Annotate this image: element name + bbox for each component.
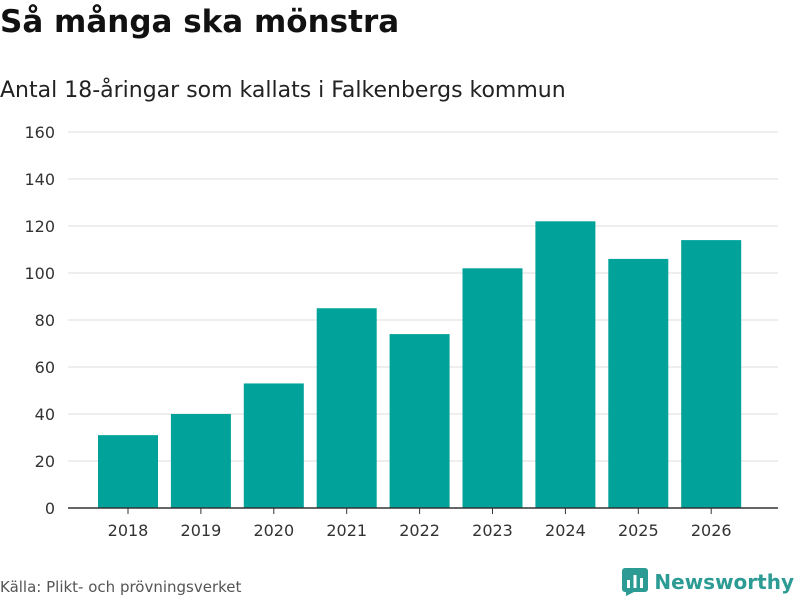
chart-title: Så många ska mönstra xyxy=(0,4,400,40)
x-tick-label: 2020 xyxy=(253,521,294,540)
y-tick-label: 20 xyxy=(35,452,55,471)
brand-logo[interactable]: Newsworthy xyxy=(622,568,794,596)
bar-2018 xyxy=(98,435,158,508)
x-tick-label: 2018 xyxy=(108,521,149,540)
y-tick-label: 60 xyxy=(35,358,55,377)
brand-name: Newsworthy xyxy=(654,570,794,594)
y-tick-label: 120 xyxy=(24,217,55,236)
y-tick-label: 160 xyxy=(24,123,55,142)
bar-2026 xyxy=(681,240,742,508)
bar-2019 xyxy=(170,414,231,508)
x-tick-label: 2024 xyxy=(545,521,586,540)
bar-2022 xyxy=(389,334,450,508)
x-tick-label: 2022 xyxy=(399,521,440,540)
bar-2024 xyxy=(535,221,596,509)
bar-2025 xyxy=(608,258,669,508)
y-axis-ticks: 0 20 40 60 80 100 120 140 160 xyxy=(24,123,55,518)
bars xyxy=(98,221,742,509)
y-tick-label: 100 xyxy=(24,264,55,283)
x-tick-label: 2026 xyxy=(691,521,732,540)
source-note: Källa: Plikt- och prövningsverket xyxy=(0,578,242,596)
bar-2023 xyxy=(462,268,523,508)
y-tick-label: 140 xyxy=(24,170,55,189)
y-tick-label: 80 xyxy=(35,311,55,330)
bar-chart-logo-icon xyxy=(622,568,649,596)
bar-2020 xyxy=(243,383,304,508)
x-tick-label: 2025 xyxy=(618,521,659,540)
bar-2021 xyxy=(316,308,377,508)
x-tick-label: 2019 xyxy=(181,521,222,540)
y-tick-label: 0 xyxy=(45,499,55,518)
chart-subtitle: Antal 18-åringar som kallats i Falkenber… xyxy=(0,78,566,103)
x-axis-ticks: 2018 2019 2020 2021 2022 2023 2024 2025 2026 xyxy=(108,508,732,540)
y-tick-label: 40 xyxy=(35,405,55,424)
x-tick-label: 2021 xyxy=(326,521,367,540)
x-tick-label: 2023 xyxy=(472,521,513,540)
